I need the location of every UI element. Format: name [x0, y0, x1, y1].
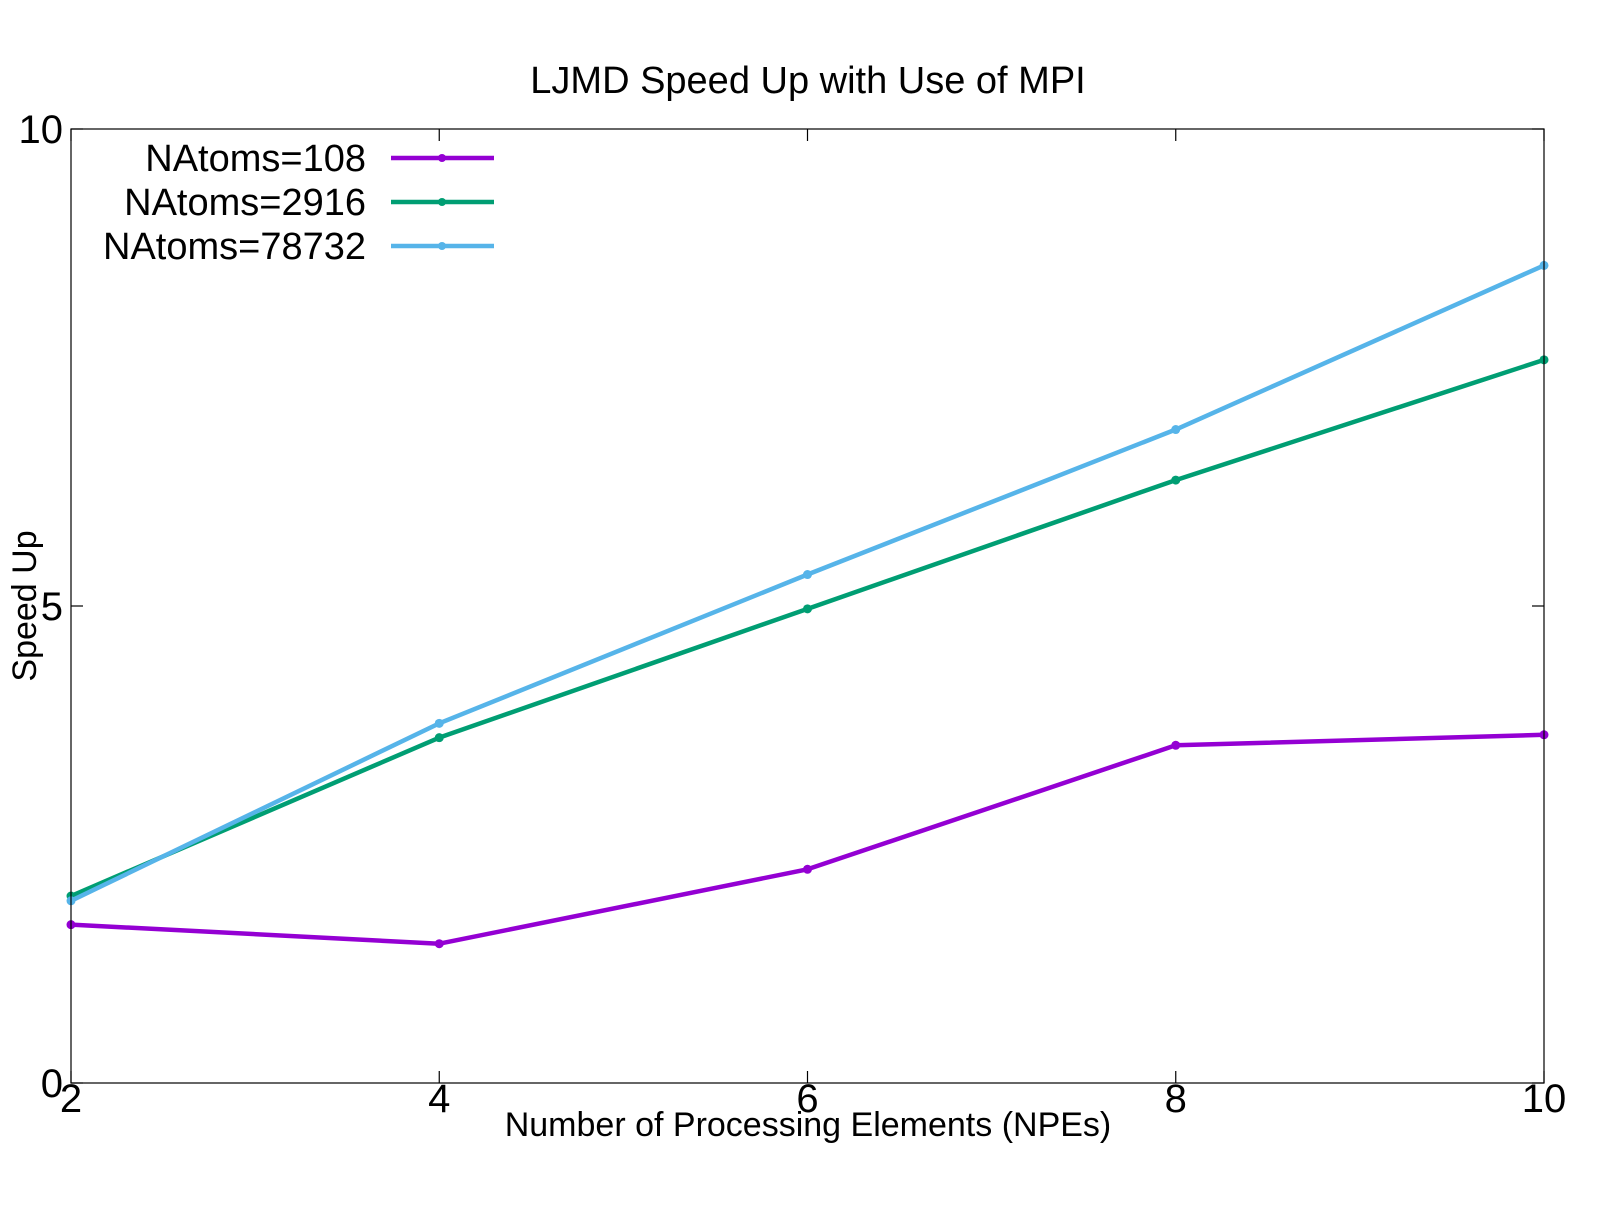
legend-point — [438, 198, 446, 206]
legend-label: NAtoms=78732 — [103, 226, 366, 268]
series-point — [434, 939, 444, 949]
series-point — [434, 718, 444, 728]
y-axis-label: Speed Up — [6, 530, 44, 681]
y-tick-label: 10 — [19, 108, 64, 152]
plot-series-layer — [66, 260, 1549, 949]
series-line-2 — [68, 263, 1547, 904]
legend-point — [438, 154, 446, 162]
series-point — [803, 604, 812, 614]
y-axis-ticks: 0 5 10 — [19, 108, 1544, 1106]
y-tick-label: 0 — [41, 1062, 63, 1106]
series-point — [1171, 740, 1181, 750]
chart-title: LJMD Speed Up with Use of MPI — [530, 60, 1085, 102]
series-point — [803, 864, 812, 874]
legend-point — [438, 242, 446, 250]
x-tick-label: 2 — [60, 1077, 82, 1121]
series-line-0 — [68, 732, 1547, 946]
y-tick-label: 5 — [41, 585, 63, 629]
series-line-1 — [68, 357, 1547, 899]
legend-label: NAtoms=2916 — [124, 182, 366, 224]
x-tick-label: 8 — [1165, 1077, 1187, 1121]
legend-label: NAtoms=108 — [145, 138, 366, 180]
series-point — [1171, 475, 1181, 485]
series-point — [1171, 425, 1181, 435]
x-axis-ticks: 2 4 6 8 10 — [60, 129, 1566, 1121]
series-point — [434, 733, 444, 743]
x-tick-label: 4 — [428, 1077, 450, 1121]
x-tick-label: 6 — [796, 1077, 818, 1121]
x-axis-label: Number of Processing Elements (NPEs) — [505, 1106, 1112, 1144]
series-point — [803, 570, 812, 580]
x-tick-label: 10 — [1522, 1077, 1567, 1121]
